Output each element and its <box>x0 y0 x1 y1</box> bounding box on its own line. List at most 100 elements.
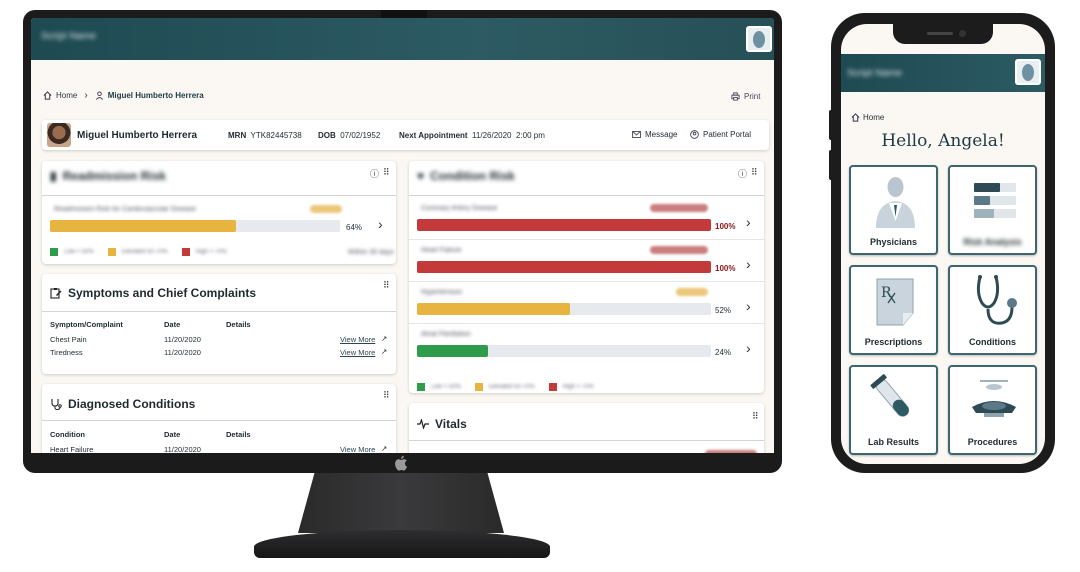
condition-risk-bar <box>417 261 711 273</box>
readmission-risk-card: ▮ Readmission Risk ⓘ ⠿ Readmission Risk f… <box>42 161 396 264</box>
mobile-screen: Script Name Home Hello, Angela! Physicia… <box>841 24 1045 464</box>
card-divider <box>42 420 396 421</box>
condition-risk-bar-fill <box>417 219 711 231</box>
chevron-right-icon[interactable]: › <box>746 214 751 230</box>
phone-notch <box>893 24 993 44</box>
readmission-bar-fill <box>50 220 236 232</box>
app-brand: Script Name <box>41 31 97 42</box>
avatar-silhouette-icon <box>753 30 765 48</box>
table-cell-date: 11/20/2020 <box>164 445 201 453</box>
tile-procedures[interactable]: Procedures <box>948 365 1037 455</box>
physician-icon <box>876 177 915 228</box>
condition-risk-bar <box>417 219 711 231</box>
vitals-title: Vitals <box>417 417 467 431</box>
table-cell-date: 11/20/2020 <box>164 335 201 344</box>
card-actions: ⠿ <box>383 280 390 291</box>
view-more-link[interactable]: View More <box>340 348 376 357</box>
condition-risk-bar-fill <box>417 345 488 357</box>
message-label: Message <box>645 130 678 139</box>
card-divider <box>409 195 764 196</box>
grid-icon[interactable]: ⠿ <box>383 167 390 177</box>
condition-risk-title-text: Condition Risk <box>430 169 515 183</box>
tile-risk-analysis[interactable]: Risk Analysis <box>948 165 1037 255</box>
tile-prescriptions[interactable]: R Prescriptions <box>849 265 938 355</box>
row-divider <box>409 281 764 282</box>
condition-risk-bar-fill <box>417 303 570 315</box>
view-more-link[interactable]: View More <box>340 335 376 344</box>
condition-risk-percent: 100% <box>715 222 736 231</box>
tile-conditions[interactable]: Conditions <box>948 265 1037 355</box>
svg-text:R: R <box>881 285 892 301</box>
card-divider <box>409 440 764 441</box>
condition-risk-percent: 100% <box>715 264 736 273</box>
diagnosed-conditions-card: Diagnosed Conditions ⠿ Condition Date De… <box>42 384 396 453</box>
info-icon[interactable]: ⓘ <box>370 169 380 179</box>
legend-low: Low < 50% <box>64 249 94 255</box>
external-link-icon[interactable]: ↗ <box>381 444 388 453</box>
mrn-field: MRN YTK82445738 <box>228 131 302 140</box>
chevron-right-icon[interactable]: › <box>378 216 383 232</box>
tile-lab-results[interactable]: Lab Results <box>849 365 938 455</box>
dob-value: 07/02/1952 <box>340 131 381 140</box>
diagnosed-title-text: Diagnosed Conditions <box>68 397 196 411</box>
user-avatar[interactable] <box>746 26 772 52</box>
grid-icon[interactable]: ⠿ <box>383 390 390 400</box>
grid-icon[interactable]: ⠿ <box>752 411 759 421</box>
legend-high: High > 70% <box>562 384 594 390</box>
risk-bars-icon <box>974 183 1016 218</box>
condition-risk-bar <box>417 303 711 315</box>
symptoms-table: Symptom/Complaint Date Details Chest Pai… <box>50 320 390 370</box>
legend-low: Low < 50% <box>431 384 461 390</box>
mobile-home-link[interactable]: Home <box>863 113 885 122</box>
view-more-link[interactable]: View More <box>340 445 376 453</box>
prescription-icon: R <box>876 278 914 326</box>
card-divider <box>42 195 396 196</box>
test-tube-icon <box>870 374 910 417</box>
column-header: Condition <box>50 430 85 439</box>
chevron-right-icon[interactable]: › <box>746 298 751 314</box>
chevron-right-icon[interactable]: › <box>746 340 751 356</box>
apple-logo-icon <box>395 455 407 471</box>
vitals-card: Vitals ⠿ <box>409 403 764 453</box>
home-icon <box>43 91 52 100</box>
external-link-icon[interactable]: ↗ <box>381 347 388 356</box>
mobile-breadcrumb: Home <box>851 113 884 122</box>
desktop-monitor: Script Name Home › Miguel Humberto Herre… <box>23 10 782 473</box>
breadcrumb-current[interactable]: Miguel Humberto Herrera <box>107 91 204 100</box>
chevron-right-icon: › <box>84 90 88 101</box>
readmission-risk-title: ▮ Readmission Risk <box>50 169 166 183</box>
mobile-user-avatar[interactable] <box>1015 59 1041 85</box>
symptoms-card: Symptoms and Chief Complaints ⠿ Symptom/… <box>42 274 396 374</box>
appointment-label: Next Appointment <box>399 131 468 140</box>
patient-portal-button[interactable]: Patient Portal <box>690 130 751 139</box>
card-actions: ⠿ <box>752 411 759 422</box>
risk-category-pill <box>650 204 708 212</box>
message-button[interactable]: Message <box>632 130 677 139</box>
info-icon[interactable]: ⓘ <box>738 169 748 179</box>
mrn-value: YTK82445738 <box>250 131 302 140</box>
vitals-status-pill <box>705 450 757 453</box>
grid-icon[interactable]: ⠿ <box>751 167 758 177</box>
condition-risk-title: ♥ Condition Risk <box>417 169 515 183</box>
risk-bars-icon: ▮ <box>50 169 57 183</box>
appointment-field: Next Appointment 11/26/2020 2:00 pm <box>399 131 545 140</box>
breadcrumb-home[interactable]: Home <box>56 91 78 100</box>
card-actions: ⓘ ⠿ <box>738 167 758 180</box>
external-link-icon[interactable]: ↗ <box>381 334 388 343</box>
table-cell-symptom: Chest Pain <box>50 335 87 344</box>
breadcrumb: Home › Miguel Humberto Herrera <box>43 90 204 101</box>
tile-label: Risk Analysis <box>963 237 1022 247</box>
chevron-right-icon[interactable]: › <box>746 256 751 272</box>
card-divider <box>42 311 396 312</box>
stethoscope-icon <box>51 399 62 410</box>
dob-field: DOB 07/02/1952 <box>318 131 380 140</box>
readmission-bar <box>50 220 340 232</box>
tile-physicians[interactable]: Physicians <box>849 165 938 255</box>
legend-high: High > 70% <box>195 249 227 255</box>
avatar-silhouette-icon <box>1022 63 1034 81</box>
print-button[interactable]: Print <box>731 92 760 101</box>
card-actions: ⠿ <box>383 390 390 401</box>
grid-icon[interactable]: ⠿ <box>383 280 390 290</box>
tile-label: Conditions <box>969 337 1016 347</box>
surgery-light-icon <box>972 380 1016 417</box>
